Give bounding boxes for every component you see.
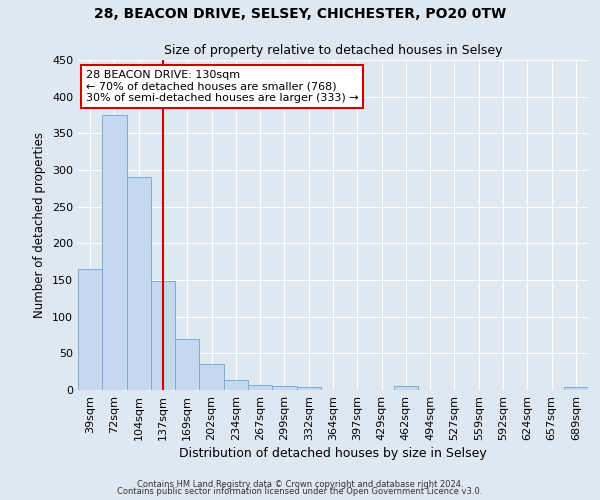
- Bar: [199, 364, 224, 390]
- Title: Size of property relative to detached houses in Selsey: Size of property relative to detached ho…: [164, 44, 502, 58]
- Bar: [151, 282, 175, 390]
- Bar: [78, 269, 102, 390]
- Text: 28 BEACON DRIVE: 130sqm
← 70% of detached houses are smaller (768)
30% of semi-d: 28 BEACON DRIVE: 130sqm ← 70% of detache…: [86, 70, 358, 103]
- Bar: [127, 178, 151, 390]
- Bar: [564, 387, 588, 390]
- Bar: [224, 380, 248, 390]
- Bar: [102, 115, 127, 390]
- Bar: [272, 386, 296, 390]
- Bar: [175, 338, 199, 390]
- Bar: [296, 387, 321, 390]
- Bar: [248, 385, 272, 390]
- Y-axis label: Number of detached properties: Number of detached properties: [34, 132, 46, 318]
- Text: 28, BEACON DRIVE, SELSEY, CHICHESTER, PO20 0TW: 28, BEACON DRIVE, SELSEY, CHICHESTER, PO…: [94, 8, 506, 22]
- X-axis label: Distribution of detached houses by size in Selsey: Distribution of detached houses by size …: [179, 447, 487, 460]
- Text: Contains HM Land Registry data © Crown copyright and database right 2024.: Contains HM Land Registry data © Crown c…: [137, 480, 463, 489]
- Text: Contains public sector information licensed under the Open Government Licence v3: Contains public sector information licen…: [118, 487, 482, 496]
- Bar: [394, 386, 418, 390]
